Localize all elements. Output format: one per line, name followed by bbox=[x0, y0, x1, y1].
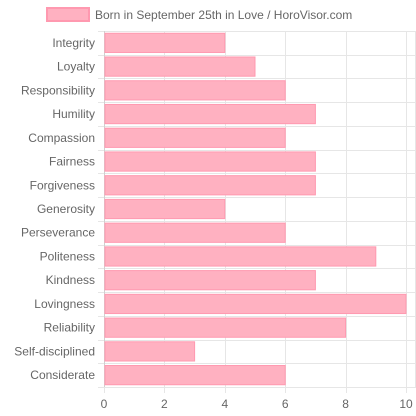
bar-self-disciplined[interactable] bbox=[104, 341, 196, 362]
x-tick-label: 6 bbox=[282, 397, 289, 411]
category-label: Lovingness bbox=[34, 297, 95, 311]
legend[interactable]: Born in September 25th in Love / HoroVis… bbox=[46, 7, 352, 22]
bar-reliability[interactable] bbox=[104, 317, 347, 338]
x-axis-ticks: 0 2 4 6 8 10 bbox=[101, 397, 413, 411]
x-tick-label: 10 bbox=[399, 397, 413, 411]
legend-label: Born in September 25th in Love / HoroVis… bbox=[95, 8, 352, 22]
category-label: Perseverance bbox=[21, 226, 95, 240]
bar-compassion[interactable] bbox=[104, 127, 286, 148]
category-label: Kindness bbox=[46, 273, 95, 287]
category-label: Politeness bbox=[40, 249, 95, 263]
legend-swatch bbox=[46, 7, 90, 22]
category-label: Generosity bbox=[37, 202, 95, 216]
bar-considerate[interactable] bbox=[104, 365, 286, 386]
bars bbox=[104, 32, 407, 386]
category-label: Humility bbox=[52, 107, 95, 121]
bar-forgiveness[interactable] bbox=[104, 175, 316, 196]
x-tick-label: 2 bbox=[161, 397, 168, 411]
category-label: Forgiveness bbox=[30, 178, 95, 192]
category-label: Loyalty bbox=[57, 60, 95, 74]
category-label: Self-disciplined bbox=[14, 344, 95, 358]
category-label: Responsibility bbox=[21, 83, 95, 97]
bar-kindness[interactable] bbox=[104, 270, 316, 291]
category-labels: Integrity Loyalty Responsibility Humility Co… bbox=[14, 36, 95, 382]
bar-responsibility[interactable] bbox=[104, 80, 286, 101]
bar-loyalty[interactable] bbox=[104, 56, 256, 77]
bar-lovingness[interactable] bbox=[104, 293, 407, 315]
category-label: Considerate bbox=[30, 368, 95, 382]
bar-humility[interactable] bbox=[104, 103, 316, 125]
x-tick-label: 0 bbox=[101, 397, 108, 411]
category-label: Compassion bbox=[28, 131, 95, 145]
category-label: Reliability bbox=[44, 321, 95, 335]
bar-generosity[interactable] bbox=[104, 198, 226, 220]
bar-integrity[interactable] bbox=[104, 32, 226, 53]
category-label: Fairness bbox=[49, 155, 95, 169]
bar-fairness[interactable] bbox=[104, 151, 316, 172]
category-label: Integrity bbox=[52, 36, 95, 50]
bar-perseverance[interactable] bbox=[104, 222, 286, 243]
bar-politeness[interactable] bbox=[104, 246, 377, 267]
x-tick-label: 4 bbox=[221, 397, 228, 411]
x-tick-label: 8 bbox=[342, 397, 349, 411]
